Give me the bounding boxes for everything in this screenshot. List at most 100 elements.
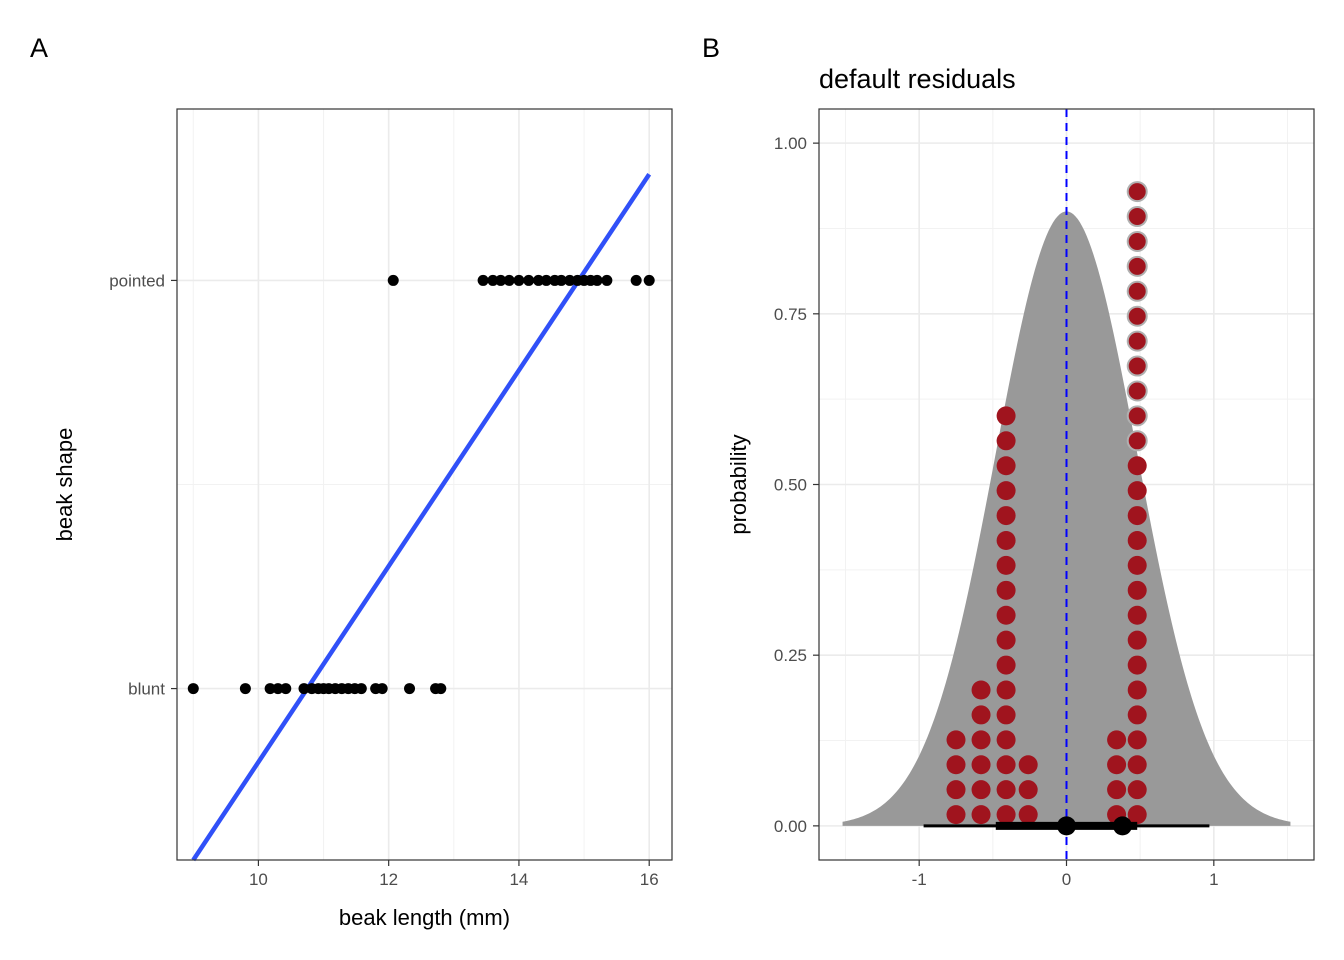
residual-dot	[1126, 430, 1148, 452]
residual-dot	[1107, 780, 1127, 800]
residual-dot	[946, 780, 966, 800]
x-tick-label: 1	[1209, 870, 1218, 889]
data-point-pointed	[643, 274, 655, 286]
residual-dot	[996, 530, 1016, 550]
residual-dot	[1018, 780, 1038, 800]
residual-dot	[971, 805, 991, 825]
residual-dot	[996, 406, 1016, 426]
data-point-pointed	[591, 274, 603, 286]
residual-dot	[996, 705, 1016, 725]
x-tick-label: 16	[640, 870, 659, 889]
data-point-blunt	[435, 683, 447, 695]
residual-dot	[971, 755, 991, 775]
data-point-blunt	[187, 683, 199, 695]
residual-dot	[1107, 730, 1127, 750]
data-point-blunt	[376, 683, 388, 695]
residual-dot	[946, 730, 966, 750]
data-point-pointed	[487, 274, 499, 286]
data-point-pointed	[540, 274, 552, 286]
panel-a-fit	[191, 173, 652, 862]
residual-dot	[996, 580, 1016, 600]
residual-dot	[1127, 605, 1147, 625]
residual-dot	[1126, 181, 1148, 203]
data-point-pointed	[601, 274, 613, 286]
panel-a-border	[176, 108, 673, 861]
residual-dot	[1018, 805, 1038, 825]
data-point-pointed	[503, 274, 515, 286]
residual-dot	[1127, 705, 1147, 725]
panel-b-dots	[946, 181, 1148, 825]
residual-dot	[971, 680, 991, 700]
data-point-pointed	[630, 274, 642, 286]
residual-dot	[1127, 506, 1147, 526]
residual-dot	[1126, 280, 1148, 302]
interval-point	[1057, 816, 1076, 836]
residual-dot	[996, 481, 1016, 501]
panel-b-y-axis-title: probability	[726, 434, 751, 534]
residual-dot	[946, 755, 966, 775]
regression-line	[191, 173, 652, 862]
residual-dot	[996, 456, 1016, 476]
residual-dot	[1127, 780, 1147, 800]
panel-a-x-axis-title: beak length (mm)	[339, 905, 510, 930]
data-point-pointed	[555, 274, 567, 286]
residual-dot	[996, 680, 1016, 700]
x-tick-label: -1	[912, 870, 927, 889]
panel-b: B default residuals -1 0 1 0.00 0.25 0.50 0.75…	[702, 33, 1315, 889]
residual-dot	[1126, 330, 1148, 352]
panel-a-ticks: 10 12 14 16 blunt pointed	[109, 271, 658, 889]
residual-dot	[1126, 305, 1148, 327]
residual-dot	[1127, 805, 1147, 825]
residual-dot	[1127, 630, 1147, 650]
residual-dot	[1127, 555, 1147, 575]
x-tick-label: 10	[249, 870, 268, 889]
y-tick-label: 0.00	[774, 817, 807, 836]
residual-dot	[1126, 255, 1148, 277]
residual-dot	[1126, 405, 1148, 427]
residual-dot	[1127, 456, 1147, 476]
residual-dot	[996, 555, 1016, 575]
data-point-blunt	[272, 683, 284, 695]
data-point-blunt	[239, 683, 251, 695]
residual-dot	[971, 780, 991, 800]
residual-dot	[1126, 230, 1148, 252]
residual-dot	[1126, 206, 1148, 228]
residual-dot	[996, 805, 1016, 825]
residual-dot	[996, 630, 1016, 650]
data-point-pointed	[513, 274, 525, 286]
residual-dot	[1126, 380, 1148, 402]
panel-b-title: default residuals	[819, 64, 1016, 94]
data-point-pointed	[523, 274, 535, 286]
panel-b-interval	[923, 816, 1210, 836]
residual-dot	[1127, 530, 1147, 550]
y-tick-label: 1.00	[774, 134, 807, 153]
residual-dot	[1127, 655, 1147, 675]
x-tick-label: 0	[1062, 870, 1071, 889]
data-point-pointed	[532, 274, 544, 286]
data-point-blunt	[404, 683, 416, 695]
residual-dot	[996, 730, 1016, 750]
panel-a-tag: A	[30, 33, 48, 63]
panel-a-y-axis-title: beak shape	[52, 428, 77, 542]
panel-b-tag: B	[702, 33, 720, 63]
data-point-blunt	[264, 683, 276, 695]
residual-dot	[1127, 680, 1147, 700]
residual-dot	[996, 780, 1016, 800]
y-tick-label: blunt	[128, 680, 165, 699]
data-point-pointed	[477, 274, 489, 286]
mean-point	[1112, 816, 1132, 836]
residual-dot	[1127, 730, 1147, 750]
residual-dot	[1107, 755, 1127, 775]
residual-dot	[1127, 755, 1147, 775]
y-tick-label: 0.75	[774, 305, 807, 324]
y-tick-label: 0.50	[774, 476, 807, 495]
y-tick-label: pointed	[109, 271, 165, 290]
data-point-pointed	[495, 274, 507, 286]
data-point-blunt	[298, 683, 310, 695]
residual-dot	[996, 605, 1016, 625]
residual-dot	[1127, 481, 1147, 501]
data-point-blunt	[280, 683, 292, 695]
residual-dot	[1126, 355, 1148, 377]
y-tick-label: 0.25	[774, 646, 807, 665]
